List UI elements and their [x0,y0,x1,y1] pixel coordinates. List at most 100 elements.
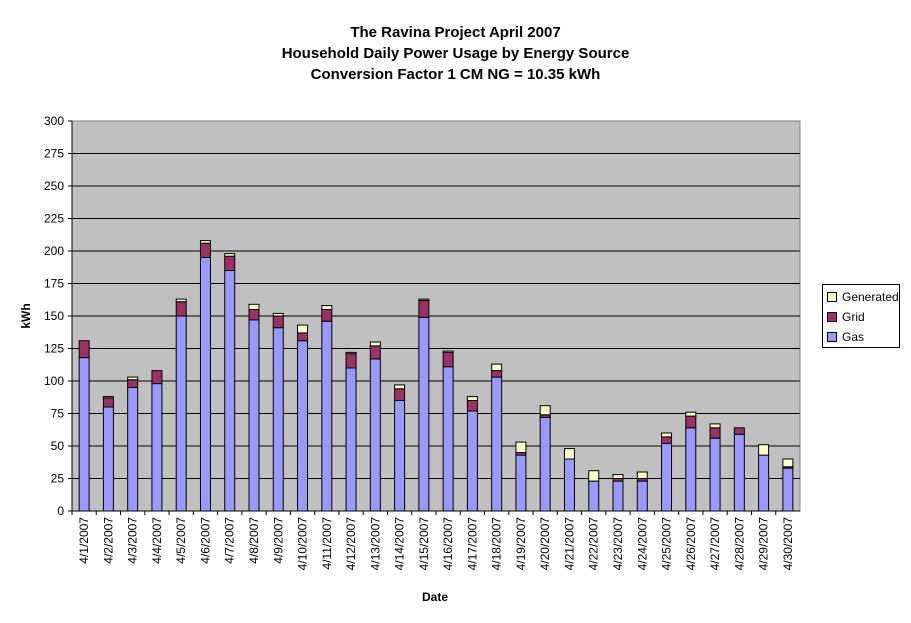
x-tick-label: 4/13/2007 [368,517,382,571]
bar-gas-28 [733,433,745,512]
bar-generated-7 [224,253,236,257]
bar-grid-7 [224,255,236,272]
bar-gas-25 [661,442,673,512]
x-tick-label: 4/5/2007 [174,517,188,564]
bar-generated-18 [491,363,503,372]
bar-gas-19 [515,454,527,512]
bar-gas-12 [345,367,357,512]
legend-label-gas: Gas [842,330,865,344]
bar-generated-12 [345,351,357,355]
x-tick-label: 4/2/2007 [101,517,115,564]
bar-gas-10 [297,340,309,512]
x-tick-label: 4/28/2007 [732,517,746,571]
bar-generated-8 [248,303,260,310]
bars [78,240,794,512]
bar-gas-22 [588,480,600,512]
bar-gas-29 [758,454,770,512]
bar-gas-21 [563,458,575,512]
x-tick-label: 4/11/2007 [320,517,334,570]
bar-gas-2 [102,406,114,512]
bar-gas-20 [539,416,551,512]
bar-generated-15 [418,298,430,301]
bar-generated-16 [442,350,454,353]
chart-title-line-2: Household Daily Power Usage by Energy So… [281,45,630,62]
bar-grid-13 [369,345,381,360]
x-tick-label: 4/17/2007 [465,517,479,571]
bar-grid-11 [321,309,333,322]
x-tick-label: 4/26/2007 [684,517,698,571]
x-tick-label: 4/27/2007 [708,517,722,571]
bar-generated-29 [758,444,770,456]
legend-item-generated: Generated [827,289,899,305]
bar-grid-27 [709,427,721,439]
bar-grid-4 [151,370,163,385]
x-tick-label: 4/1/2007 [77,517,91,564]
x-tick-label: 4/23/2007 [611,517,625,571]
bar-generated-23 [612,474,624,480]
bar-gas-4 [151,383,163,512]
bar-grid-25 [661,436,673,444]
x-tick-label: 4/29/2007 [757,517,771,571]
x-tick-label: 4/19/2007 [514,517,528,571]
bar-generated-19 [515,441,527,454]
legend-swatch-generated [827,292,837,302]
y-tick-label: 300 [44,114,64,128]
bar-generated-25 [661,432,673,438]
bar-gas-23 [612,480,624,512]
bar-gas-30 [782,467,794,512]
legend-label-generated: Generated [842,290,899,304]
x-tick-label: 4/6/2007 [198,517,212,564]
x-tick-label: 4/9/2007 [271,517,285,564]
x-tick-label: 4/3/2007 [126,517,140,564]
y-tick-label: 75 [51,407,65,421]
chart-title-line-3: Conversion Factor 1 CM NG = 10.35 kWh [310,66,601,83]
x-tick-label: 4/30/2007 [781,517,795,571]
x-tick-label: 4/25/2007 [660,517,674,571]
bar-grid-6 [199,242,211,258]
legend-item-gas: Gas [827,329,864,345]
bar-generated-22 [588,470,600,482]
bar-grid-8 [248,309,260,321]
bar-generated-21 [563,448,575,460]
y-tick-label: 175 [44,277,64,291]
legend-swatch-gas [827,332,837,342]
x-tick-label: 4/4/2007 [150,517,164,564]
bar-gas-1 [78,357,90,512]
bar-grid-18 [491,370,503,378]
x-tick-label: 4/16/2007 [441,517,455,571]
x-tick-label: 4/10/2007 [296,517,310,571]
y-axis-ticks: 0 25 50 75 100 125 150 175 200 225 250 275 300 [44,114,72,518]
bar-grid-9 [272,315,284,329]
bar-gas-14 [394,400,406,512]
y-tick-label: 100 [44,374,64,388]
bar-gas-8 [248,319,260,512]
bar-gas-11 [321,320,333,512]
bar-grid-2 [102,397,114,408]
bar-gas-16 [442,366,454,512]
bar-gas-13 [369,358,381,512]
bar-generated-2 [102,396,114,399]
bar-generated-17 [466,396,478,402]
x-tick-label: 4/21/2007 [562,517,576,571]
legend-swatch-grid [827,312,837,322]
y-tick-label: 150 [44,309,64,323]
bar-grid-5 [175,301,187,317]
bar-gas-6 [199,257,211,512]
bar-grid-17 [466,400,478,412]
legend-label-grid: Grid [842,310,865,324]
legend: Generated Grid Gas [822,284,900,348]
bar-gas-26 [685,427,697,512]
bar-gas-18 [491,376,503,512]
bar-generated-13 [369,341,381,347]
y-axis-title: kWh [19,303,33,328]
bar-grid-28 [733,427,745,435]
y-tick-label: 225 [44,212,64,226]
x-tick-label: 4/7/2007 [223,517,237,564]
bar-generated-14 [394,384,406,390]
bar-grid-12 [345,353,357,369]
x-tick-label: 4/18/2007 [490,517,504,571]
bar-generated-3 [127,376,139,381]
bar-grid-1 [78,340,90,359]
x-tick-label: 4/24/2007 [635,517,649,571]
x-tick-label: 4/22/2007 [587,517,601,571]
